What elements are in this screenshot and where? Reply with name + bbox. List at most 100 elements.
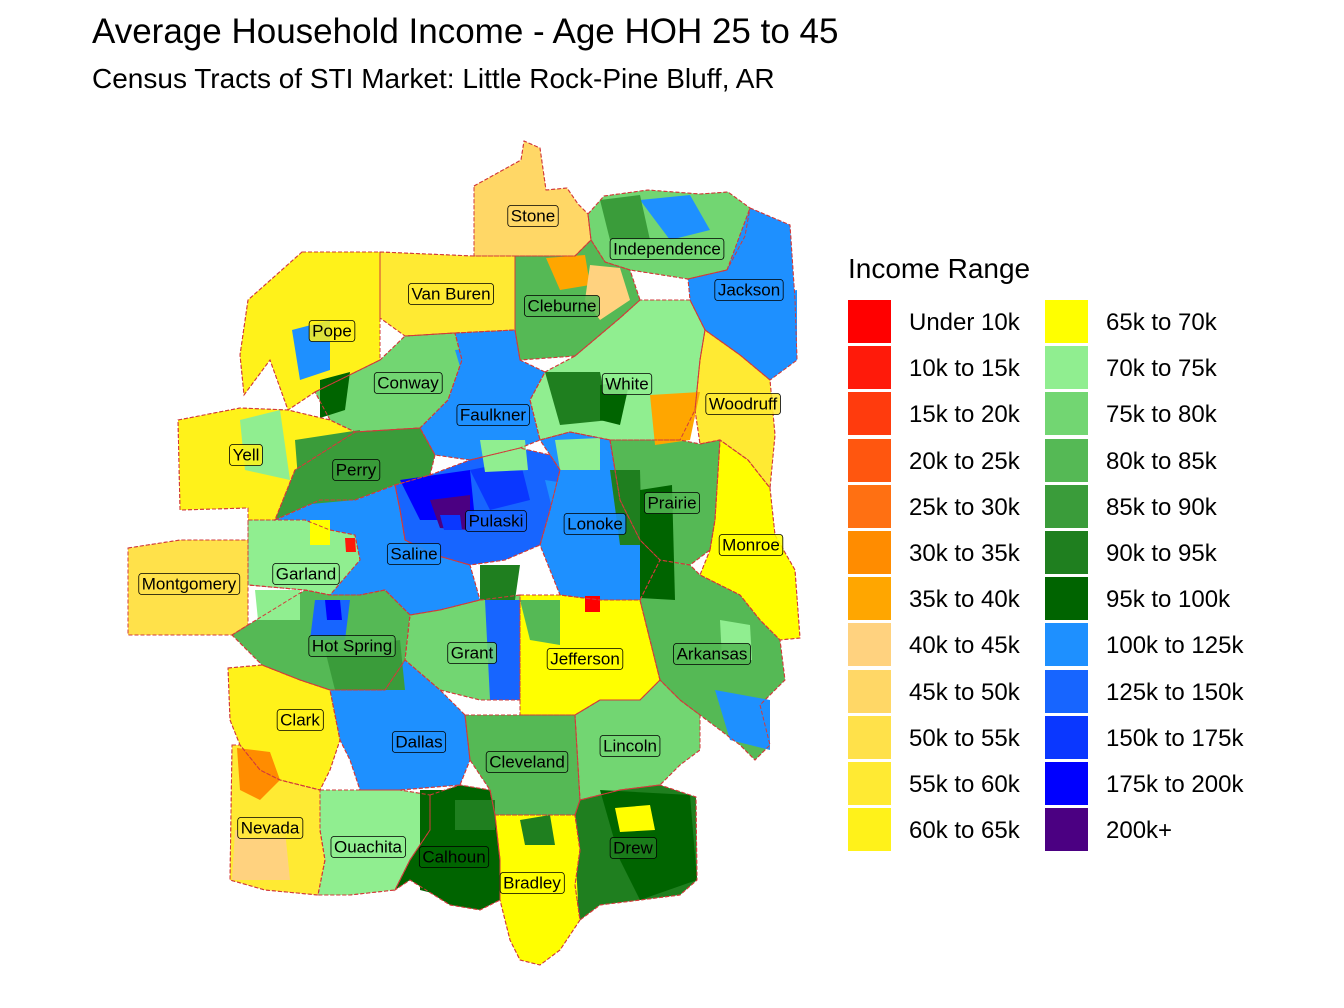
- county-label: Jackson: [714, 279, 784, 301]
- county-label-text: Grant: [451, 644, 494, 663]
- county-label-text: Stone: [511, 207, 555, 226]
- legend-label: 175k to 200k: [1106, 770, 1244, 798]
- county-label-text: Monroe: [722, 536, 780, 555]
- legend-label: Under 10k: [909, 309, 1020, 336]
- legend-label: 35k to 40k: [909, 586, 1020, 614]
- census-tract: [650, 392, 700, 445]
- legend-label: 125k to 150k: [1106, 678, 1244, 706]
- county-label: Cleburne: [524, 295, 600, 317]
- county-label-text: Prairie: [647, 494, 696, 513]
- county-border: [694, 329, 776, 490]
- county-label: Garland: [272, 563, 340, 585]
- county-border: [379, 251, 516, 337]
- county-label-box: [237, 817, 304, 839]
- county-border: [539, 431, 661, 601]
- county-border: [394, 447, 561, 566]
- county-label: Monroe: [718, 534, 784, 556]
- census-tract: [730, 290, 797, 380]
- county-label-box: [499, 872, 565, 894]
- county-border: [127, 539, 249, 636]
- legend-swatch: [1045, 346, 1088, 390]
- legend-label: 10k to 15k: [909, 355, 1020, 383]
- county-label-text: Cleveland: [489, 753, 565, 772]
- county-label-box: [524, 295, 600, 317]
- county-label-text: Garland: [276, 565, 336, 584]
- legend-swatch: [848, 484, 891, 528]
- legend-swatch: [1045, 669, 1088, 713]
- county-label-box: [330, 836, 406, 858]
- county-label: Lincoln: [599, 735, 661, 757]
- county-label-box: [714, 279, 784, 301]
- legend-label: 60k to 65k: [909, 817, 1020, 845]
- county-label: Saline: [386, 543, 442, 565]
- legend-label: 30k to 35k: [909, 539, 1020, 567]
- legend-label: 85k to 90k: [1106, 493, 1217, 521]
- county-label-text: Lincoln: [603, 737, 657, 756]
- county-label-box: [308, 320, 356, 342]
- county-label: Yell: [229, 444, 263, 466]
- county-label-text: Clark: [280, 711, 320, 730]
- census-tract: [440, 515, 462, 530]
- census-tract: [545, 372, 610, 425]
- county-label-box: [705, 393, 781, 415]
- census-tract: [715, 690, 770, 750]
- county-label-box: [485, 751, 569, 773]
- county-label-box: [229, 444, 263, 466]
- census-tract: [295, 430, 360, 505]
- county-label: White: [601, 373, 653, 395]
- census-tract: [320, 372, 350, 418]
- legend-label: 25k to 30k: [909, 493, 1020, 521]
- county-border: [574, 679, 701, 801]
- county-label: Pope: [308, 320, 356, 342]
- county-label: Bradley: [499, 872, 565, 894]
- county-label-box: [276, 709, 324, 731]
- county-label-text: White: [605, 375, 648, 394]
- legend-label: 200k+: [1106, 817, 1173, 845]
- legend-label: 50k to 55k: [909, 724, 1020, 752]
- county-label-box: [507, 205, 559, 227]
- legend-swatch: [848, 669, 891, 713]
- county-label-box: [644, 492, 700, 514]
- county-label-box: [601, 373, 653, 395]
- county-label: Montgomery: [138, 573, 241, 595]
- county-label-text: Nevada: [241, 819, 300, 838]
- legend-swatch: [848, 438, 891, 482]
- legend-label: 15k to 20k: [909, 401, 1020, 429]
- county-label-box: [599, 735, 661, 757]
- county-label-text: Calhoun: [422, 848, 485, 867]
- map-title: Average Household Income - Age HOH 25 to…: [92, 12, 839, 51]
- census-tract: [546, 255, 590, 290]
- legend-swatch: [848, 392, 891, 436]
- census-tract: [615, 805, 655, 832]
- county-label: Cleveland: [485, 751, 569, 773]
- legend-label: 70k to 75k: [1106, 355, 1217, 383]
- legend-swatch: [848, 300, 891, 343]
- census-tract: [555, 438, 600, 470]
- legend-swatch: [1045, 761, 1088, 805]
- county-label: Nevada: [237, 817, 304, 839]
- county-border: [687, 207, 798, 381]
- county-label-text: Pope: [312, 322, 352, 341]
- county-border: [393, 784, 501, 911]
- county-label-box: [673, 643, 751, 665]
- county-label-text: Independence: [613, 240, 721, 259]
- county-label: Clark: [276, 709, 324, 731]
- county-label-box: [373, 372, 443, 394]
- county-label-box: [546, 648, 624, 670]
- county-label-box: [609, 837, 657, 859]
- county-label-text: Perry: [336, 461, 377, 480]
- census-tract: [520, 600, 560, 645]
- county-label-box: [272, 563, 340, 585]
- county-label: Stone: [507, 205, 559, 227]
- legend-label: 45k to 50k: [909, 678, 1020, 706]
- county-label-box: [456, 404, 530, 426]
- county-label-text: Van Buren: [411, 285, 490, 304]
- county-label: Van Buren: [408, 283, 494, 305]
- county-label-text: Bradley: [503, 874, 561, 893]
- census-tract: [345, 538, 356, 552]
- county-border: [231, 589, 411, 691]
- county-label: Ouachita: [330, 836, 406, 858]
- county-label: Independence: [609, 238, 725, 260]
- county-label: Calhoun: [418, 846, 490, 868]
- county-stone[interactable]: [473, 140, 592, 257]
